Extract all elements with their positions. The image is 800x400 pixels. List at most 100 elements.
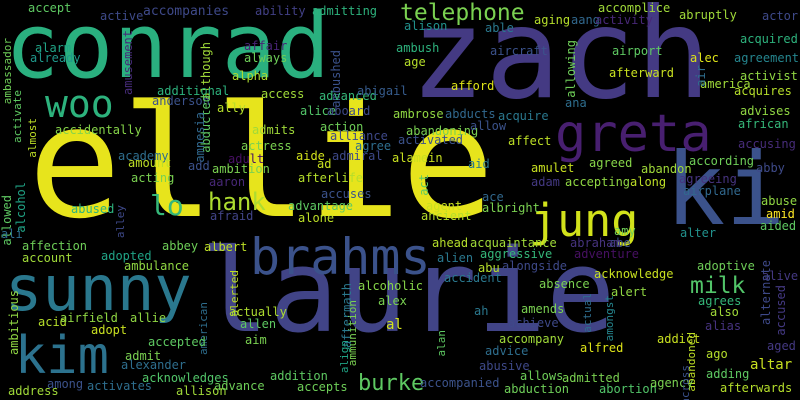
cloud-word-amends: amends [521, 302, 565, 316]
cloud-word-amusement: amusement [121, 30, 135, 96]
cloud-word-ability: ability [255, 4, 306, 18]
cloud-word-admitting: admitting [312, 4, 378, 18]
cloud-word-alternate: alternate [759, 260, 773, 326]
cloud-word-abe: abe [609, 236, 631, 250]
cloud-word-acquire: acquire [498, 109, 549, 123]
cloud-word-hank: hank [208, 188, 266, 216]
cloud-word-activist: activist [740, 69, 798, 83]
cloud-word-accepts: accepts [297, 380, 348, 394]
cloud-word-across: across [679, 365, 692, 400]
cloud-word-adoptive: adoptive [697, 259, 755, 273]
cloud-word-accompanies: accompanies [143, 4, 230, 19]
cloud-word-allison: allison [176, 384, 227, 398]
cloud-word-alias: alias [705, 319, 742, 333]
cloud-word-alien: alien [437, 251, 474, 265]
cloud-word-abusive: abusive [479, 359, 530, 373]
cloud-word-aim: aim [245, 333, 267, 347]
cloud-word-amy: amy [614, 224, 636, 238]
cloud-word-activates: activates [87, 379, 153, 393]
cloud-word-among: among [47, 377, 84, 391]
cloud-word-acknowledge: acknowledge [594, 267, 674, 281]
cloud-word-airport: airport [612, 44, 663, 58]
cloud-word-alice: alice [300, 104, 337, 118]
cloud-word-aging: aging [534, 13, 571, 27]
cloud-word-accused: accused [774, 285, 788, 336]
cloud-word-alamein: alamein [392, 151, 443, 165]
cloud-word-account: account [22, 251, 73, 265]
cloud-word-ana: ana [565, 96, 587, 110]
cloud-word-achieve: achieve [508, 316, 559, 330]
cloud-word-agency: agency [650, 376, 694, 390]
cloud-word-jung: jung [530, 194, 639, 247]
cloud-word-advantage: advantage [288, 199, 354, 213]
cloud-word-sunny: sunny [5, 252, 192, 325]
cloud-word-accusing: accusing [738, 137, 796, 151]
cloud-word-ace: ace [482, 190, 504, 204]
cloud-word-affair: affair [244, 39, 288, 53]
cloud-word-amid: amid [766, 207, 795, 221]
cloud-word-ancient: ancient [421, 209, 472, 223]
cloud-word-adopt: adopt [91, 323, 128, 337]
cloud-word-address: address [8, 384, 59, 398]
cloud-word-abortion: abortion [599, 382, 657, 396]
cloud-word-accepted: accepted [148, 335, 206, 349]
cloud-word-able: able [485, 21, 514, 35]
cloud-word-admits: admits [252, 123, 296, 137]
cloud-word-acknowledges: acknowledges [142, 371, 229, 385]
cloud-word-aided: aided [760, 219, 797, 233]
cloud-word-alison: alison [404, 19, 448, 33]
cloud-word-accident: accident [444, 271, 502, 285]
cloud-word-ad: ad [317, 157, 332, 171]
cloud-word-abu: abu [478, 261, 500, 275]
cloud-word-alexander: alexander [121, 358, 187, 372]
cloud-word-conrad: conrad [5, 0, 331, 99]
cloud-word-alive: alive [762, 269, 799, 283]
cloud-word-burke: burke [358, 371, 425, 396]
cloud-word-accomplice: accomplice [598, 1, 671, 15]
cloud-word-afterlife: afterlife [298, 171, 364, 185]
cloud-word-amount: amount [128, 156, 172, 170]
cloud-word-alpha: alpha [232, 69, 269, 83]
cloud-word-actor: actor [762, 9, 799, 23]
cloud-word-ali: ali [1, 227, 23, 241]
cloud-word-accompany: accompany [499, 332, 565, 346]
cloud-word-accompanied: accompanied [420, 376, 500, 390]
cloud-word-actual: actual [581, 293, 594, 333]
cloud-word-act: act [417, 174, 431, 196]
cloud-word-kim: kim [15, 326, 109, 386]
cloud-word-abruptly: abruptly [679, 8, 737, 22]
cloud-word-ah: ah [474, 304, 489, 318]
cloud-word-alert: alert [611, 285, 648, 299]
cloud-word-albert: albert [204, 240, 248, 254]
cloud-word-agreed: agreed [589, 156, 633, 170]
cloud-word-addition: addition [270, 369, 328, 383]
cloud-word-align: align [338, 340, 351, 374]
cloud-word-according: according [689, 154, 755, 168]
cloud-word-aang: aang [571, 13, 600, 27]
cloud-word-alcohol: alcohol [14, 182, 28, 233]
cloud-word-aggressive: aggressive [480, 247, 553, 261]
cloud-word-always: always [244, 51, 288, 65]
cloud-word-additional: additional [157, 84, 230, 98]
cloud-word-accidentally: accidentally [55, 123, 142, 137]
cloud-word-almost: almost [26, 118, 39, 158]
cloud-word-accepting: accepting [565, 175, 631, 189]
cloud-word-acquires: acquires [734, 84, 792, 98]
cloud-word-allie: allie [130, 311, 167, 325]
cloud-word-action: action [320, 120, 364, 134]
cloud-word-adult: adult [228, 152, 265, 166]
cloud-word-acquaintance: acquaintance [470, 236, 557, 250]
cloud-word-amulet: amulet [531, 161, 575, 175]
cloud-word-advises: advises [740, 104, 791, 118]
cloud-word-actress: actress [241, 139, 292, 153]
cloud-word-afterward: afterward [609, 66, 675, 80]
cloud-word-active: active [100, 9, 144, 23]
cloud-word-air: air [694, 65, 708, 87]
cloud-word-acting: acting [131, 171, 175, 185]
cloud-word-agreeing: agreeing [679, 172, 737, 186]
cloud-word-lo: lo [150, 189, 184, 222]
cloud-word-aboard: aboard [327, 104, 371, 118]
cloud-word-activate: activate [11, 90, 24, 143]
cloud-word-alongside: alongside [502, 259, 568, 273]
